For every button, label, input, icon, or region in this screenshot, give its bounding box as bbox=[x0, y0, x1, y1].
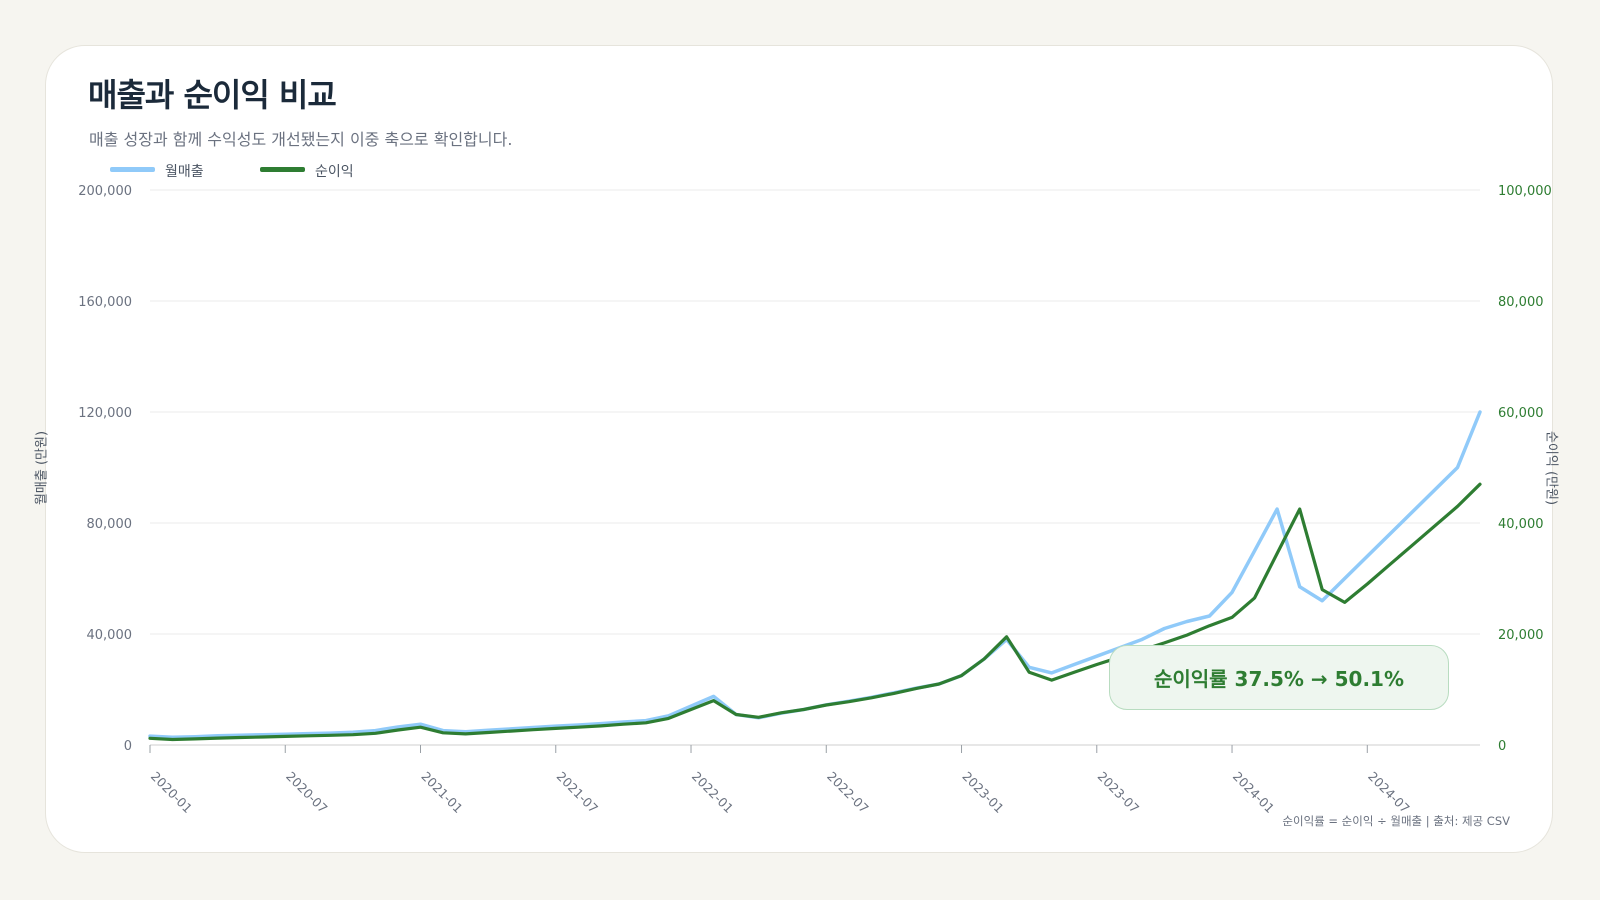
footnote: 순이익률 = 순이익 ÷ 월매출 | 출처: 제공 CSV bbox=[1282, 814, 1510, 828]
y-right-tick-label: 40,000 bbox=[1498, 517, 1544, 532]
x-tick-label: 2020-07 bbox=[283, 769, 331, 817]
chart-title: 매출과 순이익 비교 bbox=[88, 76, 337, 114]
x-axis-ticks: 2020-01 2020-07 2021-01 2021-07 2022-01 2022-… bbox=[148, 745, 1413, 816]
y-right-tick-label: 0 bbox=[1498, 739, 1506, 754]
y-right-tick-label: 60,000 bbox=[1498, 406, 1544, 421]
y-left-tick-label: 120,000 bbox=[78, 406, 132, 421]
x-tick-label: 2022-01 bbox=[689, 769, 737, 817]
x-tick-label: 2024-01 bbox=[1230, 769, 1278, 817]
x-tick-label: 2022-07 bbox=[824, 769, 872, 817]
y-right-tick-label: 20,000 bbox=[1498, 628, 1544, 643]
x-tick-label: 2023-07 bbox=[1095, 769, 1143, 817]
x-tick-label: 2024-07 bbox=[1365, 769, 1413, 817]
legend-label-profit: 순이익 bbox=[315, 164, 354, 180]
legend-label-revenue: 월매출 bbox=[165, 164, 204, 180]
y-axis-right-ticks: 0 20,000 40,000 60,000 80,000 100,000 bbox=[1498, 184, 1552, 754]
x-tick-label: 2023-01 bbox=[959, 769, 1007, 817]
y-left-tick-label: 0 bbox=[124, 739, 132, 754]
profit-line bbox=[148, 482, 1482, 742]
chart-card bbox=[45, 45, 1553, 853]
y-right-tick-label: 80,000 bbox=[1498, 295, 1544, 310]
x-tick-label: 2021-01 bbox=[418, 769, 466, 817]
y-left-tick-label: 200,000 bbox=[78, 184, 132, 199]
legend-swatch-profit bbox=[260, 167, 305, 172]
x-tick-label: 2020-01 bbox=[148, 769, 196, 817]
x-tick-label: 2021-07 bbox=[554, 769, 602, 817]
margin-callout: 순이익률 37.5% → 50.1% bbox=[1109, 645, 1449, 710]
series-lines bbox=[148, 410, 1482, 742]
y-left-tick-label: 40,000 bbox=[87, 628, 133, 643]
y-left-tick-label: 80,000 bbox=[87, 517, 133, 532]
chart-subtitle: 매출 성장과 함께 수익성도 개선됐는지 이중 축으로 확인합니다. bbox=[89, 130, 513, 149]
y-right-tick-label: 100,000 bbox=[1498, 184, 1552, 199]
y-axis-left-ticks: 0 40,000 80,000 120,000 160,000 200,000 bbox=[78, 184, 132, 754]
y-left-tick-label: 160,000 bbox=[78, 295, 132, 310]
gridlines bbox=[150, 189, 1480, 746]
legend-swatch-revenue bbox=[110, 167, 155, 172]
